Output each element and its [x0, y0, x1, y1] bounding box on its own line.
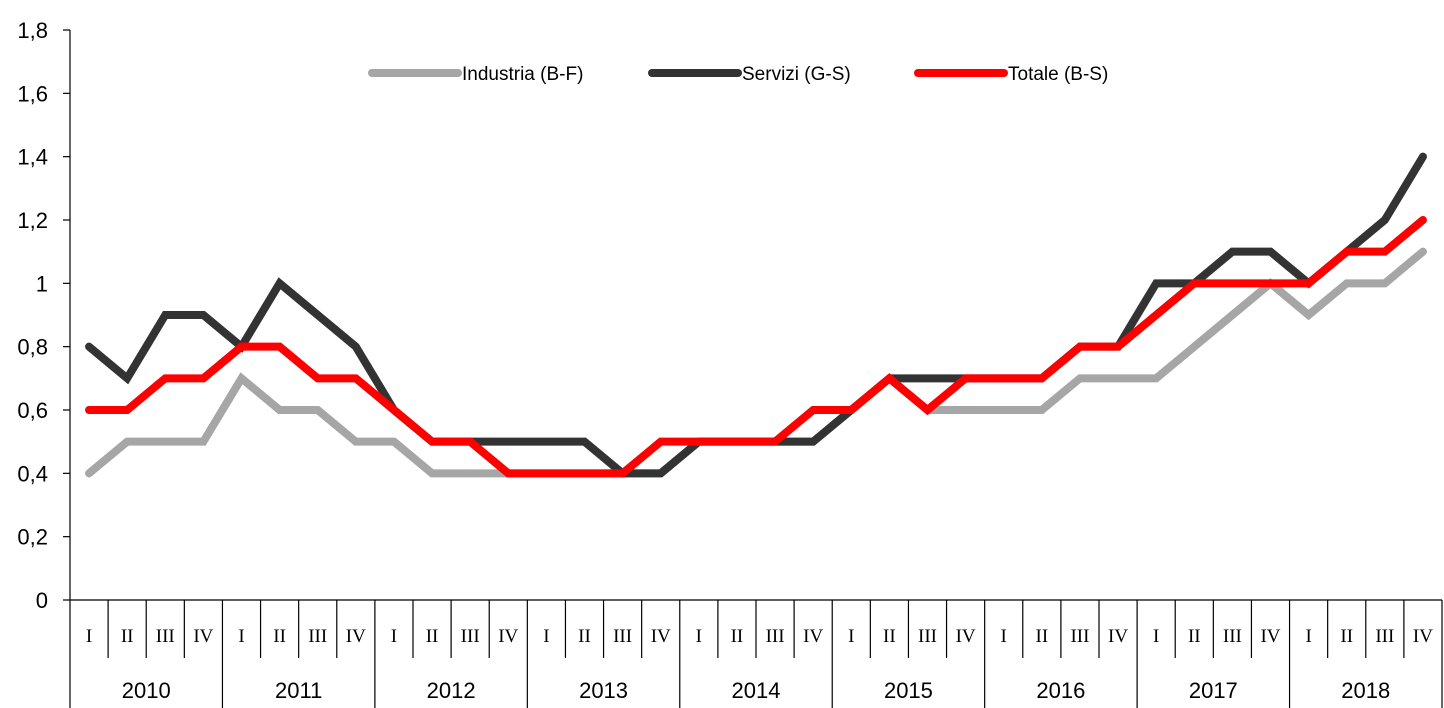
quarter-label: III [461, 626, 480, 647]
quarter-label: II [1188, 626, 1201, 647]
quarter-label: III [613, 626, 632, 647]
quarter-label: II [1036, 626, 1049, 647]
quarter-label: II [273, 626, 286, 647]
quarter-label: IV [346, 626, 366, 647]
y-tick-label: 0,8 [17, 335, 48, 360]
quarter-label: II [121, 626, 134, 647]
year-label: 2018 [1341, 678, 1390, 703]
series-line-2 [85, 152, 1427, 478]
quarter-label: II [578, 626, 591, 647]
quarter-label: I [696, 626, 702, 647]
series-layer [85, 152, 1427, 478]
quarter-label: IV [1260, 626, 1280, 647]
series-line-3 [85, 216, 1427, 478]
legend-label: Industria (B-F) [462, 64, 583, 85]
year-label: 2010 [122, 678, 171, 703]
quarter-label: I [86, 626, 92, 647]
quarter-label: II [883, 626, 896, 647]
y-tick-label: 1,6 [17, 81, 48, 106]
legend: Industria (B-F) Servizi (G-S) Totale (B-S) [368, 64, 1108, 85]
y-axis: 0 0,2 0,4 0,6 0,8 1 1,2 1,4 1,6 1,8 [17, 18, 71, 613]
year-label: 2013 [579, 678, 628, 703]
quarter-label: I [238, 626, 244, 647]
y-tick-label: 0 [36, 588, 48, 613]
y-tick-label: 0,2 [17, 525, 48, 550]
quarter-label: III [308, 626, 327, 647]
quarter-label: IV [1108, 626, 1128, 647]
quarter-label: I [391, 626, 397, 647]
y-tick-label: 0,6 [17, 398, 48, 423]
quarter-label: IV [956, 626, 976, 647]
quarter-label: I [1001, 626, 1007, 647]
quarter-label: IV [1413, 626, 1433, 647]
legend-label: Totale (B-S) [1008, 64, 1108, 85]
y-tick-label: 1,4 [17, 145, 48, 170]
quarter-label: III [1223, 626, 1242, 647]
quarter-label: III [1375, 626, 1394, 647]
year-label: 2017 [1189, 678, 1238, 703]
quarter-label: I [1305, 626, 1311, 647]
year-label: 2011 [275, 678, 322, 703]
quarter-label: III [156, 626, 175, 647]
quarter-label: III [1070, 626, 1089, 647]
legend-label: Servizi (G-S) [742, 64, 851, 85]
quarter-label: III [766, 626, 785, 647]
y-tick-label: 1 [36, 271, 48, 296]
year-label: 2015 [884, 678, 933, 703]
y-tick-label: 1,2 [17, 208, 48, 233]
y-tick-label: 1,8 [17, 18, 48, 43]
y-tick-label: 0,4 [17, 461, 48, 486]
quarter-label: IV [498, 626, 518, 647]
year-label: 2014 [732, 678, 781, 703]
year-label: 2012 [427, 678, 476, 703]
quarter-label: II [731, 626, 744, 647]
quarter-label: I [1153, 626, 1159, 647]
quarter-label: II [1340, 626, 1353, 647]
quarter-label: IV [651, 626, 671, 647]
quarter-label: I [848, 626, 854, 647]
quarter-label: III [918, 626, 937, 647]
quarter-label: I [543, 626, 549, 647]
year-label: 2016 [1036, 678, 1085, 703]
quarter-label: IV [803, 626, 823, 647]
quarter-label: II [426, 626, 439, 647]
quarter-label: IV [193, 626, 213, 647]
